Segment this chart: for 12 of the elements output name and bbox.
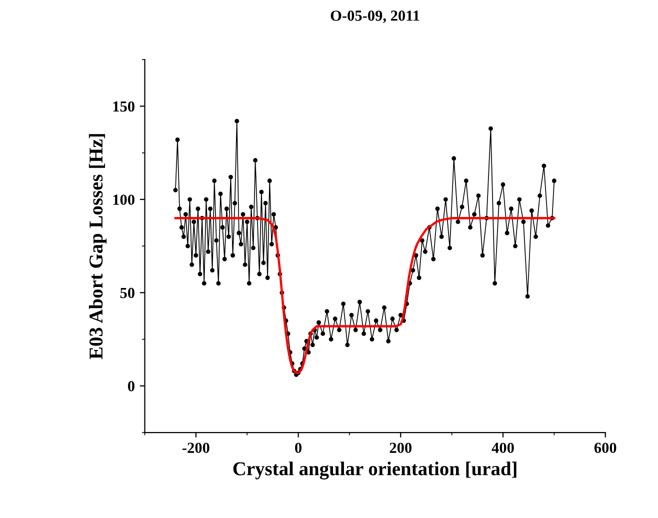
y-tick-label: 150 — [113, 101, 134, 112]
x-tick-label: 0 — [295, 442, 302, 454]
x-tick-label: 200 — [390, 442, 412, 454]
y-tick-label: 50 — [120, 288, 134, 298]
y-tick-label: 100 — [113, 194, 134, 205]
y-tick-label: 0 — [128, 381, 134, 392]
x-tick-label: 600 — [594, 442, 616, 454]
x-tick-label: -200 — [182, 442, 210, 454]
x-axis-title: Crystal angular orientation [urad] — [233, 462, 516, 480]
x-tick-label: 400 — [492, 442, 514, 454]
y-axis-title: E03 Abort Gap Losses [Hz] — [88, 134, 107, 360]
chart-title: O-05-09, 2011 — [330, 10, 420, 24]
